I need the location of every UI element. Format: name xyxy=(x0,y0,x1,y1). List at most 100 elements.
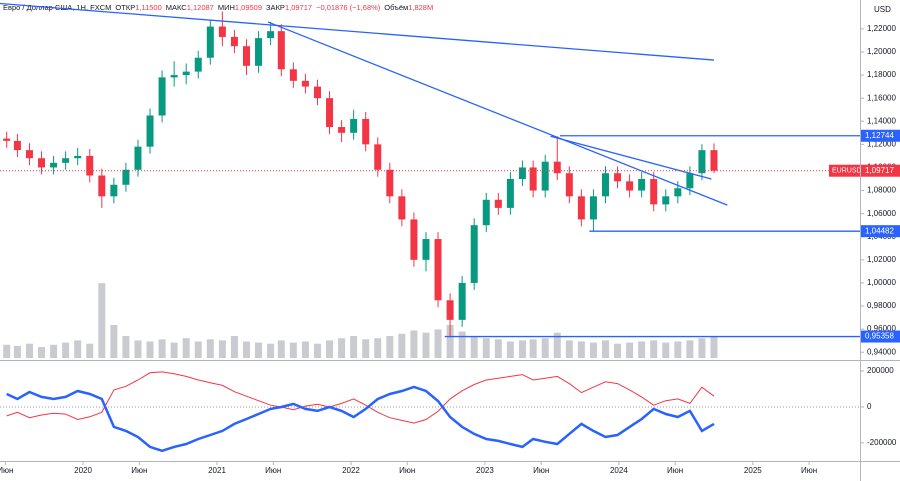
volume-bar xyxy=(182,338,190,358)
candle-body xyxy=(422,239,430,260)
candle-body xyxy=(13,140,21,151)
level-tag xyxy=(861,129,900,142)
candle-body xyxy=(614,173,622,182)
candle-body xyxy=(218,26,226,37)
candle-body xyxy=(386,169,394,197)
candle-body xyxy=(650,179,658,205)
volume-bar xyxy=(170,342,178,358)
candle-body xyxy=(482,199,490,226)
candle-body xyxy=(86,155,94,176)
volume-bar xyxy=(601,340,609,358)
volume-bar xyxy=(494,339,502,358)
header-field-value: 1,09717 xyxy=(285,3,312,12)
x-tick-label: Июн xyxy=(533,466,549,475)
level-label: 1,04482 xyxy=(865,226,894,235)
volume-bar xyxy=(289,342,297,358)
volume-bar xyxy=(230,336,238,358)
volume-bar xyxy=(267,343,275,358)
candle-body xyxy=(62,158,70,163)
candle-body xyxy=(518,167,526,179)
candle-body xyxy=(494,199,502,208)
y-tick-label: 0,98000 xyxy=(867,301,896,310)
header-field-label: МИН xyxy=(218,3,235,12)
volume-bar xyxy=(638,341,646,358)
level-label: 0,95358 xyxy=(865,332,894,341)
volume-bar xyxy=(434,329,442,358)
volume-bar xyxy=(3,344,11,358)
candle-body xyxy=(338,127,346,133)
volume-bar xyxy=(386,336,394,358)
candle-body xyxy=(458,282,466,320)
volume-bar xyxy=(218,340,226,358)
x-tick-label: 2025 xyxy=(744,466,762,475)
x-tick-label: Июн xyxy=(0,466,13,475)
volume-bar xyxy=(158,339,166,358)
volume-bar xyxy=(686,340,694,358)
x-tick-label: 2020 xyxy=(74,466,92,475)
volume-bar xyxy=(565,340,573,358)
y-tick-label: 1,00000 xyxy=(867,278,896,287)
x-tick-label: Июн xyxy=(399,466,415,475)
volume-bar xyxy=(98,283,106,358)
volume-bar xyxy=(470,337,478,358)
volume-bar xyxy=(518,340,526,358)
volume-bar xyxy=(38,347,46,358)
candle-body xyxy=(529,167,537,191)
candle-body xyxy=(242,46,250,66)
header-field-value: 1,11500 xyxy=(135,3,162,12)
volume-bar xyxy=(206,339,214,358)
volume-bar xyxy=(122,336,130,358)
candle-body xyxy=(398,196,406,220)
level-tag xyxy=(861,330,900,343)
header-volume-value: 1,828M xyxy=(408,3,433,12)
candle-body xyxy=(98,175,106,197)
volume-bar xyxy=(146,341,154,358)
candle-body xyxy=(50,162,58,168)
header-field-value: 1,12087 xyxy=(187,3,214,12)
x-tick-label: Июн xyxy=(131,466,147,475)
header-volume-label: Объём xyxy=(384,3,408,12)
level-tag xyxy=(861,225,900,238)
y-tick-label: 1,08000 xyxy=(867,186,896,195)
volume-bar xyxy=(626,342,634,358)
trendline xyxy=(550,135,712,180)
y-tick-label: 1,20000 xyxy=(867,47,896,56)
volume-bar xyxy=(194,341,202,358)
volume-bar xyxy=(255,342,263,358)
volume-bar xyxy=(326,340,334,358)
y2-tick-label: -200000 xyxy=(867,438,897,447)
candle-body xyxy=(170,75,178,78)
volume-bar xyxy=(710,336,718,358)
volume-bar xyxy=(313,343,321,358)
ticker-label: EURUSD xyxy=(832,168,862,175)
header-field-value: 1,09509 xyxy=(235,3,262,12)
header-field-label: ЗАКР xyxy=(266,3,285,12)
candle-body xyxy=(446,300,454,320)
volume-bar xyxy=(541,338,549,358)
candle-body xyxy=(434,239,442,301)
candle-body xyxy=(267,31,275,39)
candle-body xyxy=(110,184,118,197)
volume-bar xyxy=(86,343,94,358)
candle-body xyxy=(362,118,370,145)
x-tick-label: Июн xyxy=(265,466,281,475)
candle-body xyxy=(301,80,309,87)
header-field-label: МАКС xyxy=(166,3,188,12)
volume-bar xyxy=(553,332,561,358)
candle-body xyxy=(662,196,670,205)
volume-bar xyxy=(589,342,597,358)
candle-body xyxy=(638,179,646,191)
volume-bar xyxy=(110,325,118,358)
candle-body xyxy=(277,31,285,70)
candle-body xyxy=(541,161,549,191)
candle-body xyxy=(589,196,597,220)
volume-bar xyxy=(13,345,21,358)
last-price-tag xyxy=(861,164,900,177)
candle-body xyxy=(38,158,46,168)
volume-bar xyxy=(674,341,682,358)
x-tick-label: 2022 xyxy=(342,466,360,475)
volume-bar xyxy=(338,338,346,358)
volume-bar xyxy=(662,342,670,358)
candle-body xyxy=(698,150,706,174)
